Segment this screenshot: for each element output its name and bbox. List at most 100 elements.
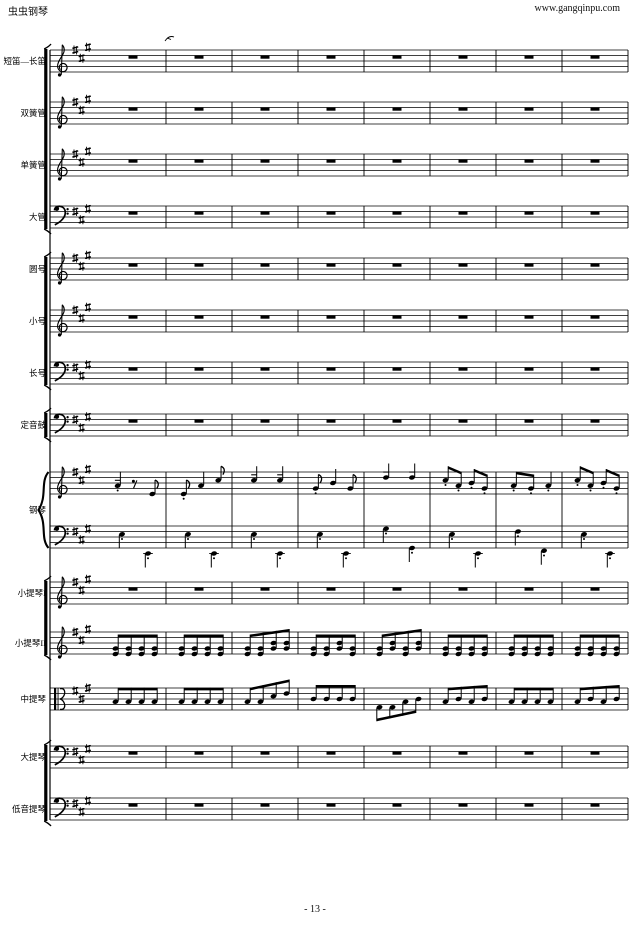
whole-rest xyxy=(524,587,534,591)
whole-rest xyxy=(590,367,600,371)
whole-rest xyxy=(128,315,138,319)
whole-rest xyxy=(458,803,468,807)
staff-violin1 xyxy=(50,574,628,609)
whole-rest xyxy=(194,367,204,371)
whole-rest xyxy=(326,367,336,371)
whole-rest xyxy=(326,587,336,591)
whole-rest xyxy=(326,315,336,319)
whole-rest xyxy=(392,107,402,111)
staff-oboe xyxy=(50,94,628,129)
whole-rest xyxy=(590,315,600,319)
whole-rest xyxy=(260,211,270,215)
whole-rest xyxy=(128,159,138,163)
whole-rest xyxy=(260,263,270,267)
instrument-label-timpani: 定音鼓 xyxy=(20,420,46,430)
whole-rest xyxy=(458,55,468,59)
whole-rest xyxy=(524,315,534,319)
whole-rest xyxy=(458,159,468,163)
staff-cello xyxy=(50,744,628,769)
whole-rest xyxy=(194,803,204,807)
system-structures xyxy=(37,43,52,827)
whole-rest xyxy=(128,55,138,59)
whole-rest xyxy=(590,107,600,111)
instrument-label-piccolo-flute: 短笛—长笛 xyxy=(3,56,46,66)
whole-rest xyxy=(524,803,534,807)
whole-rest xyxy=(194,211,204,215)
stray-mark xyxy=(164,36,175,42)
whole-rest xyxy=(590,55,600,59)
site-url: www.gangqinpu.com xyxy=(534,3,620,14)
whole-rest xyxy=(590,587,600,591)
instrument-label-trombone: 长号 xyxy=(28,368,46,378)
staff-piano-rh xyxy=(50,463,628,500)
whole-rest xyxy=(392,419,402,423)
staff-trumpet xyxy=(50,302,628,337)
instrument-label-bassoon: 大管 xyxy=(28,212,46,222)
whole-rest xyxy=(326,419,336,423)
whole-rest xyxy=(590,263,600,267)
whole-rest xyxy=(326,55,336,59)
whole-rest xyxy=(260,55,270,59)
site-name: 虫虫钢琴 xyxy=(8,7,48,18)
whole-rest xyxy=(260,315,270,319)
group-bracket xyxy=(44,49,48,229)
whole-rest xyxy=(524,55,534,59)
whole-rest xyxy=(194,315,204,319)
whole-rest xyxy=(458,263,468,267)
whole-rest xyxy=(326,159,336,163)
whole-rest xyxy=(392,263,402,267)
whole-rest xyxy=(392,803,402,807)
whole-rest xyxy=(458,107,468,111)
whole-rest xyxy=(524,211,534,215)
whole-rest xyxy=(128,367,138,371)
staff-bassoon xyxy=(50,204,628,229)
whole-rest xyxy=(392,587,402,591)
group-bracket xyxy=(44,581,48,655)
page-number: - 13 - xyxy=(304,904,326,915)
instrument-label-viola: 中提琴 xyxy=(20,694,46,704)
whole-rest xyxy=(524,107,534,111)
whole-rest xyxy=(326,751,336,755)
whole-rest xyxy=(392,751,402,755)
whole-rest xyxy=(458,367,468,371)
instrument-label-double-bass: 低音提琴 xyxy=(11,804,46,814)
whole-rest xyxy=(590,419,600,423)
whole-rest xyxy=(458,751,468,755)
staff-piccolo-flute xyxy=(50,42,628,77)
whole-rest xyxy=(128,751,138,755)
staff-double-bass xyxy=(50,796,628,821)
whole-rest xyxy=(590,211,600,215)
instrument-label-oboe: 双簧管 xyxy=(20,108,46,118)
whole-rest xyxy=(392,315,402,319)
instrument-label-clarinet: 单簧管 xyxy=(20,160,46,170)
whole-rest xyxy=(524,263,534,267)
whole-rest xyxy=(128,107,138,111)
whole-rest xyxy=(128,263,138,267)
whole-rest xyxy=(392,55,402,59)
whole-rest xyxy=(524,367,534,371)
instrument-label-violin1: 小提琴I xyxy=(17,588,46,598)
whole-rest xyxy=(524,419,534,423)
group-bracket xyxy=(44,745,48,821)
piano-brace xyxy=(37,471,50,549)
whole-rest xyxy=(260,419,270,423)
instrument-label-trumpet: 小号 xyxy=(28,316,46,326)
staff-trombone xyxy=(50,360,628,385)
staff-violin2 xyxy=(50,624,628,659)
whole-rest xyxy=(194,263,204,267)
whole-rest xyxy=(128,587,138,591)
whole-rest xyxy=(458,211,468,215)
whole-rest xyxy=(524,159,534,163)
whole-rest xyxy=(194,419,204,423)
whole-rest xyxy=(524,751,534,755)
whole-rest xyxy=(590,159,600,163)
whole-rest xyxy=(326,263,336,267)
whole-rest xyxy=(326,803,336,807)
whole-rest xyxy=(392,211,402,215)
whole-rest xyxy=(458,315,468,319)
whole-rest xyxy=(590,803,600,807)
staff-horn xyxy=(50,250,628,285)
instrument-label-horn: 圆号 xyxy=(28,264,46,274)
